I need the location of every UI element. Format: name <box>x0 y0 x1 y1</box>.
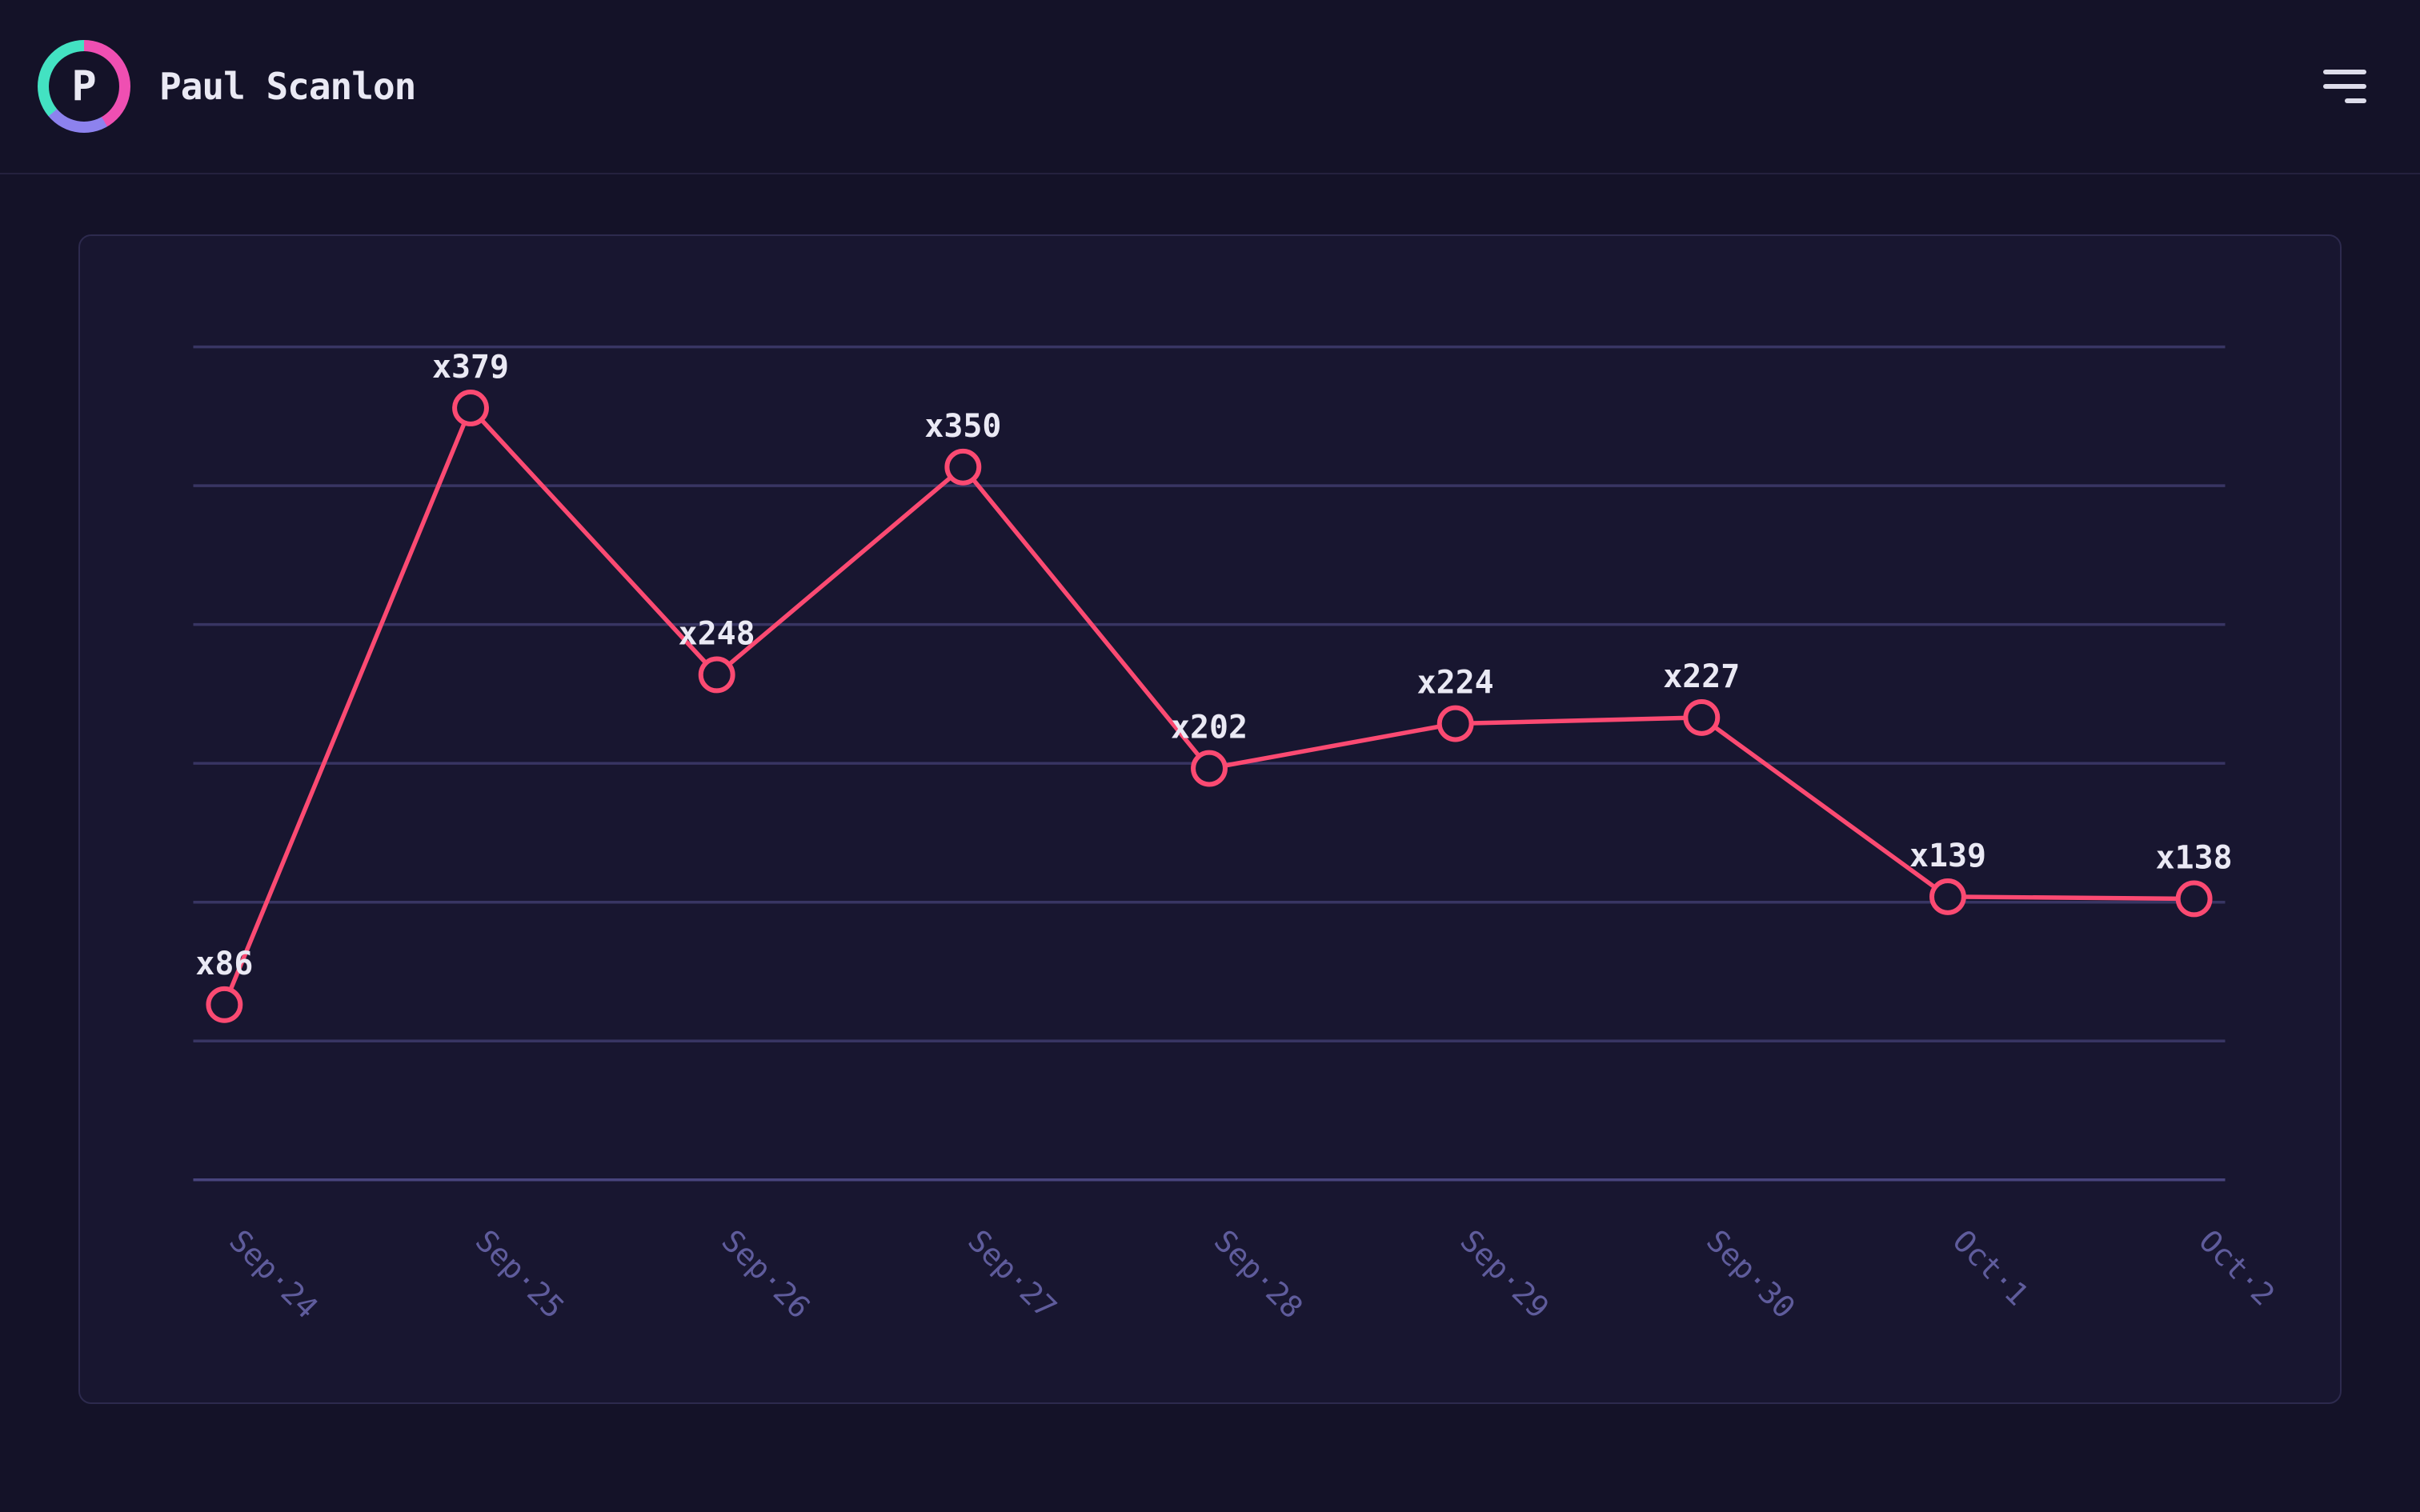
series-line <box>222 406 2197 1007</box>
x-axis-tick-label: Oct·1 <box>1946 1223 2036 1313</box>
data-point-label: x379 <box>432 349 509 386</box>
data-point-label: x202 <box>1171 710 1248 746</box>
data-point-label: x227 <box>1663 658 1740 695</box>
line-chart[interactable]: x86 x379 x248 x350 x202 x224 x227 x139 x138 Sep·2… <box>80 236 2340 1402</box>
data-point-label: x350 <box>924 408 1001 445</box>
user-name: Paul Scanlon <box>159 65 416 108</box>
menu-bar <box>2323 70 2366 74</box>
hamburger-menu-icon <box>2323 70 2366 103</box>
x-axis-tick-label: Sep·30 <box>1700 1223 1802 1326</box>
data-point[interactable] <box>2175 880 2213 918</box>
data-point-label: x224 <box>1417 665 1494 702</box>
data-point[interactable] <box>1929 878 1966 915</box>
data-point[interactable] <box>1436 705 1474 742</box>
x-axis-tick-label: Sep·28 <box>1208 1223 1310 1326</box>
data-point[interactable] <box>1191 750 1228 787</box>
chart-card: x86 x379 x248 x350 x202 x224 x227 x139 x138 Sep·2… <box>78 234 2342 1404</box>
data-point-label: x248 <box>679 616 755 653</box>
data-point-label: x86 <box>195 946 253 982</box>
x-axis-tick-label: Oct·2 <box>2192 1223 2282 1313</box>
data-point-label: x139 <box>1909 838 1986 874</box>
data-point[interactable] <box>944 448 982 486</box>
x-axis-tick-label: Sep·27 <box>961 1223 1064 1326</box>
data-point[interactable] <box>452 390 489 426</box>
main-area: x86 x379 x248 x350 x202 x224 x227 x139 x138 Sep·2… <box>0 174 2420 1404</box>
data-point[interactable] <box>698 656 735 694</box>
avatar-initial: P <box>49 51 119 122</box>
data-point[interactable] <box>206 986 243 1023</box>
menu-bar <box>2345 98 2366 103</box>
data-point[interactable] <box>1683 698 1721 736</box>
app-header: P Paul Scanlon <box>0 0 2420 174</box>
x-axis-tick-label: Sep·26 <box>715 1223 817 1326</box>
x-axis-tick-label: Sep·24 <box>222 1223 325 1326</box>
data-point-label: x138 <box>2156 840 2233 877</box>
menu-bar <box>2323 84 2366 89</box>
x-axis-tick-label: Sep·25 <box>469 1223 571 1326</box>
x-axis-tick-label: Sep·29 <box>1453 1223 1556 1326</box>
menu-button[interactable] <box>2315 62 2374 111</box>
user-avatar[interactable]: P <box>38 40 130 133</box>
